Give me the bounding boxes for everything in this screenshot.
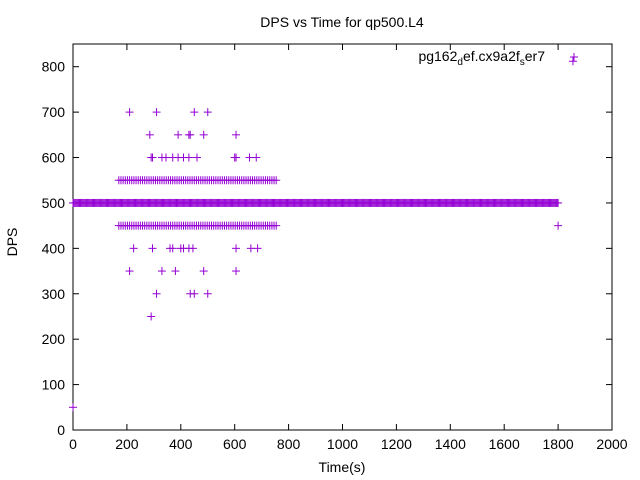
data-point: [145, 130, 154, 139]
data-point: [174, 130, 183, 139]
y-tick-label: 800: [42, 59, 66, 75]
data-point: [554, 221, 563, 230]
data-point: [272, 176, 281, 185]
x-tick-label: 1800: [543, 436, 574, 452]
legend-marker: [570, 53, 578, 61]
data-point: [190, 108, 199, 117]
x-tick-label: 1400: [435, 436, 466, 452]
y-tick-label: 100: [42, 377, 66, 393]
x-tick-label: 800: [277, 436, 301, 452]
data-point: [232, 267, 241, 276]
data-point: [148, 244, 157, 253]
data-point: [253, 244, 262, 253]
y-tick-label: 400: [42, 240, 66, 256]
x-tick-label: 0: [69, 436, 77, 452]
data-point: [125, 108, 134, 117]
data-point: [272, 221, 281, 230]
data-point: [184, 153, 193, 162]
legend: pg162def.cx9a2fser7: [418, 48, 578, 68]
data-point: [69, 403, 77, 412]
x-tick-label: 400: [169, 436, 193, 452]
data-point: [203, 108, 212, 117]
data-point: [252, 153, 261, 162]
y-tick-label: 500: [42, 195, 66, 211]
y-tick-label: 600: [42, 150, 66, 166]
data-point: [161, 153, 170, 162]
data-point: [568, 57, 577, 66]
y-tick-label: 700: [42, 104, 66, 120]
data-point: [188, 244, 197, 253]
legend-entry-label: pg162def.cx9a2fser7: [418, 48, 545, 68]
data-point: [152, 108, 161, 117]
x-tick-label: 1200: [381, 436, 412, 452]
data-point: [232, 153, 241, 162]
axis-ticks: 0 200 400 600 800 1000 1200 1400 1600 1800 2000 0 10…: [42, 44, 628, 452]
y-tick-label: 0: [57, 422, 65, 438]
x-axis-label: Time(s): [319, 459, 366, 475]
data-point: [199, 267, 208, 276]
data-point: [232, 130, 241, 139]
x-tick-label: 2000: [596, 436, 627, 452]
data-point: [554, 198, 563, 207]
x-tick-label: 1000: [327, 436, 358, 452]
data-point: [171, 267, 180, 276]
chart-title: DPS vs Time for qp500.L4: [260, 14, 424, 30]
plot-border: [72, 43, 613, 431]
x-tick-label: 1600: [489, 436, 520, 452]
data-point: [232, 244, 241, 253]
data-point: [125, 267, 134, 276]
data-point: [152, 289, 161, 298]
y-axis-label: DPS: [4, 228, 20, 257]
x-tick-label: 200: [115, 436, 139, 452]
data-point: [192, 153, 201, 162]
y-tick-label: 300: [42, 286, 66, 302]
data-point: [186, 130, 195, 139]
data-points: [69, 57, 577, 412]
data-point: [129, 244, 138, 253]
plot-frame: [72, 43, 613, 431]
data-point: [148, 153, 157, 162]
data-point: [203, 289, 212, 298]
data-point: [168, 244, 177, 253]
data-point: [245, 153, 254, 162]
data-point: [246, 244, 255, 253]
data-point: [190, 289, 199, 298]
y-tick-label: 200: [42, 331, 66, 347]
data-point: [157, 267, 166, 276]
data-point: [199, 130, 208, 139]
x-tick-label: 600: [223, 436, 247, 452]
legend-marker-plus: [570, 53, 578, 61]
data-point: [147, 312, 156, 321]
